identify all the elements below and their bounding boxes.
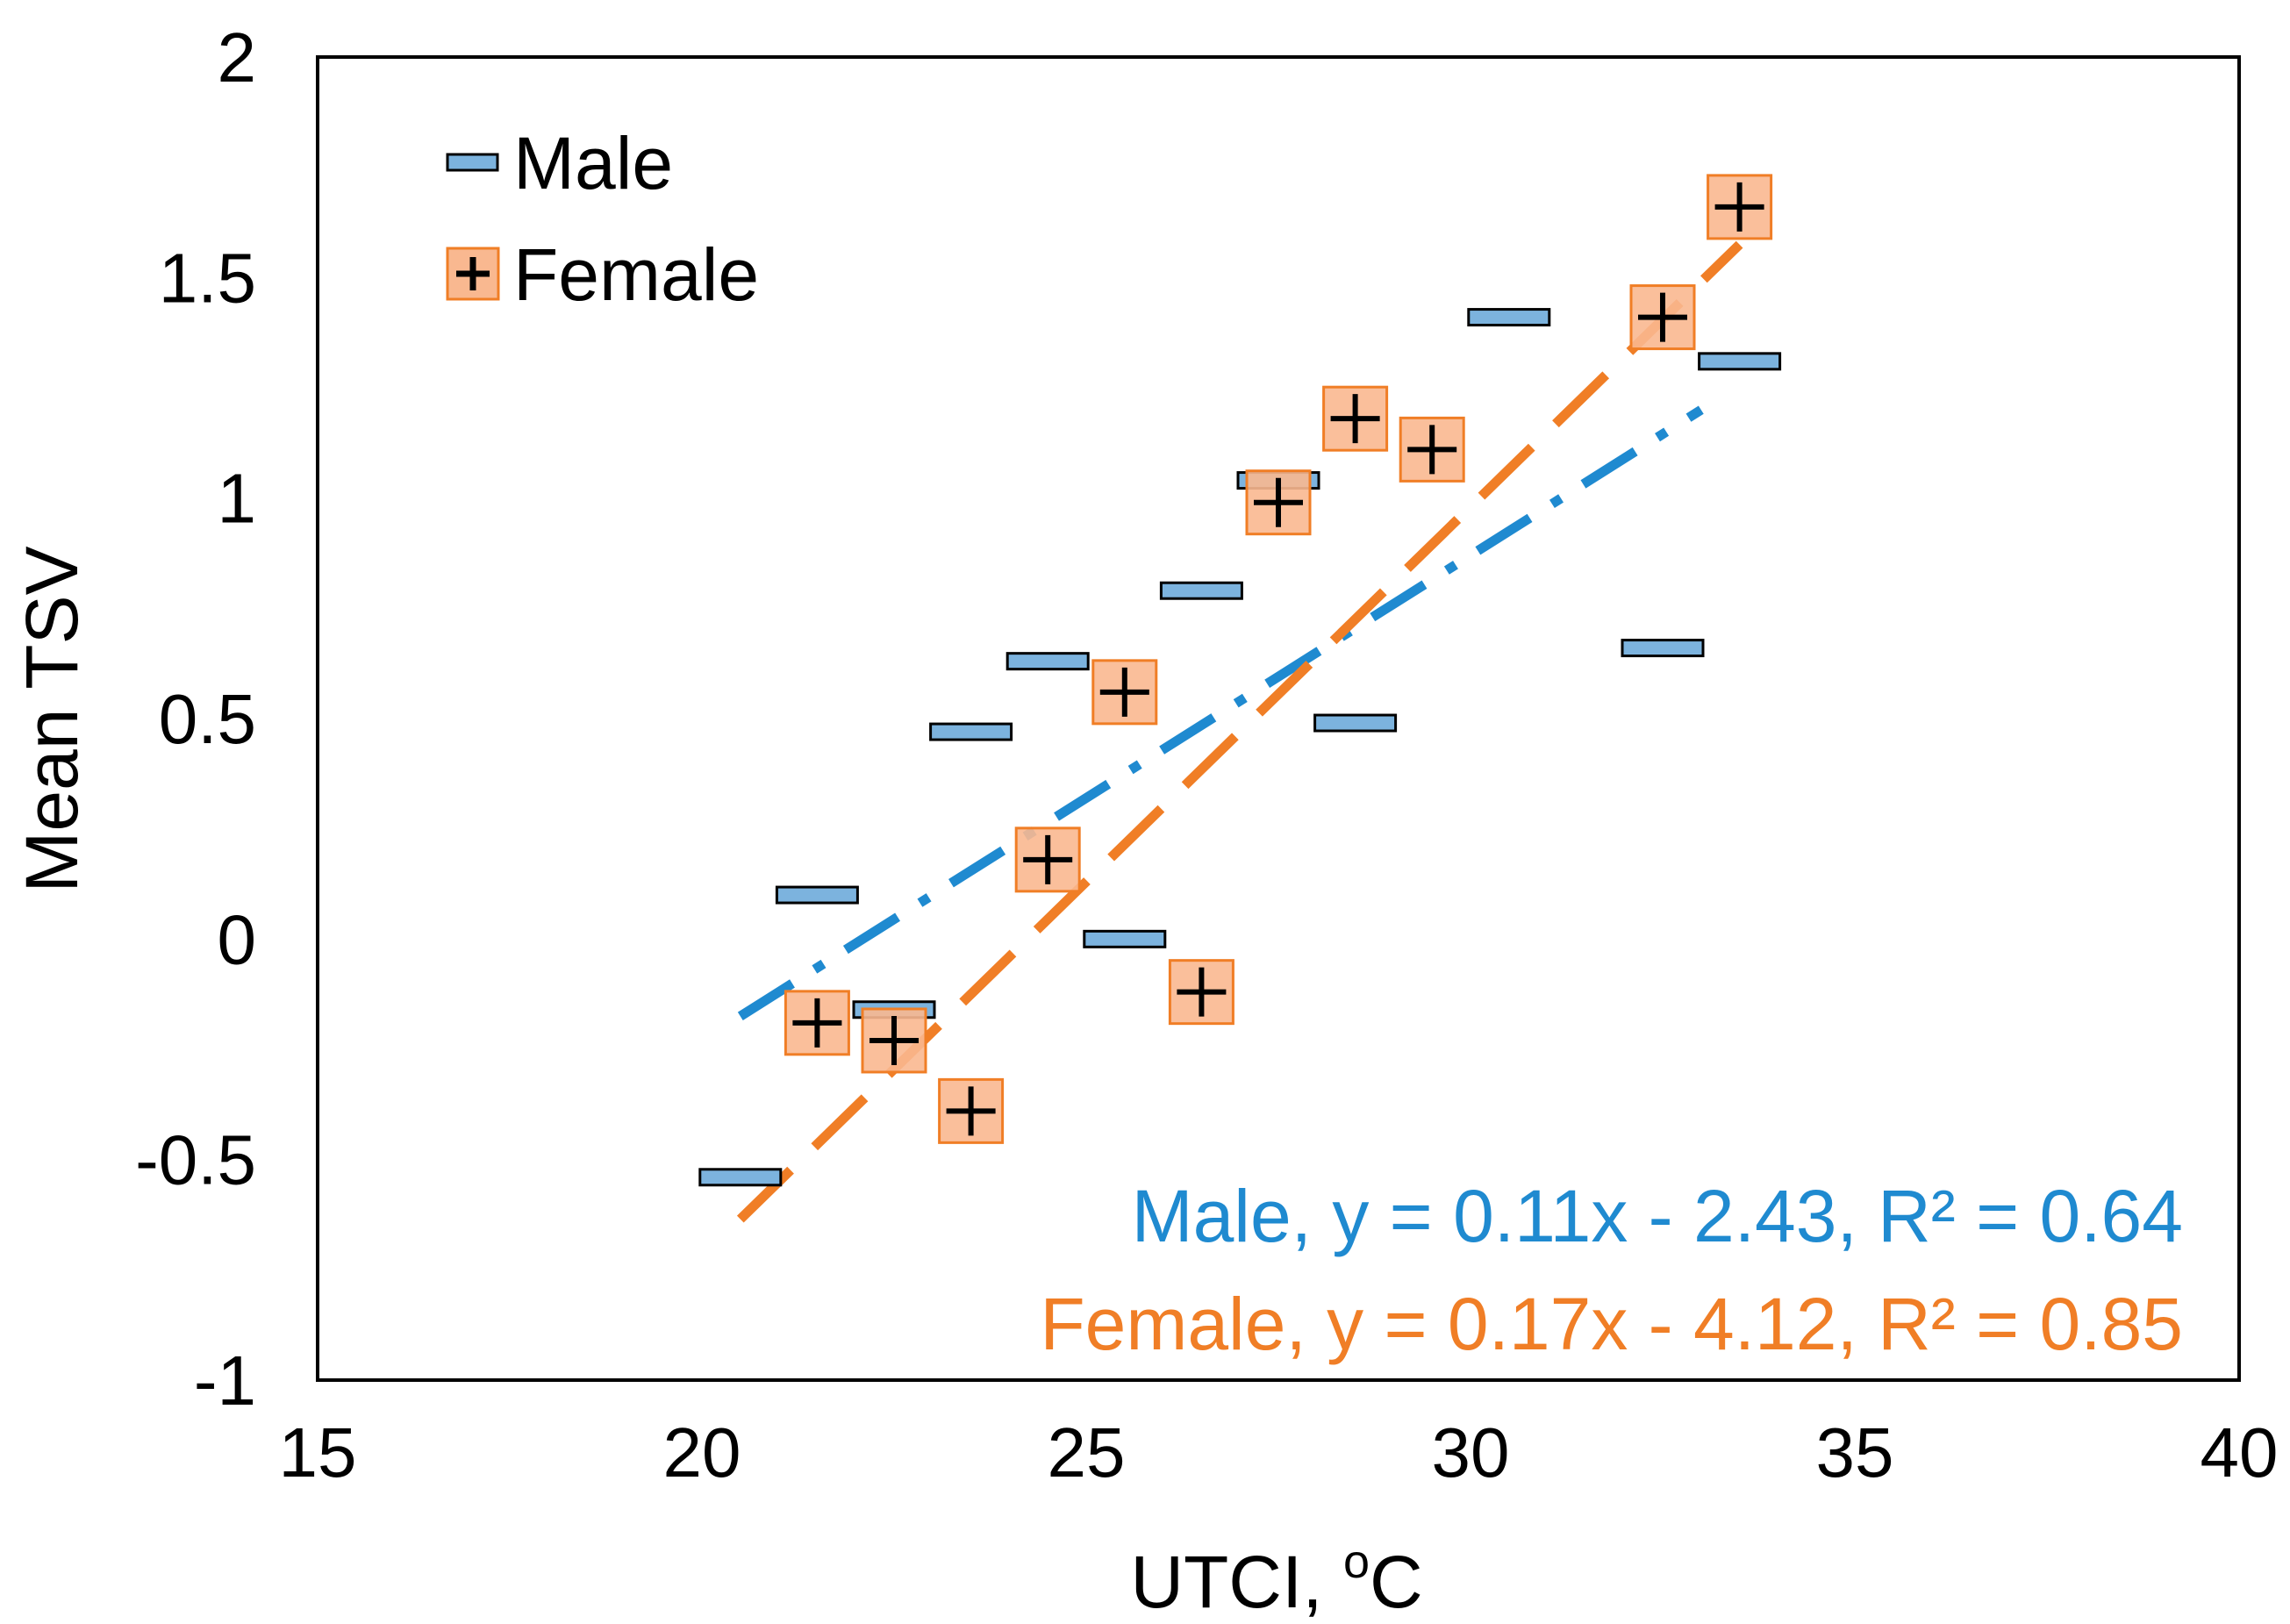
female-data-point (861, 1007, 927, 1074)
female-data-point (784, 990, 850, 1056)
y-tick-label: -0.5 (135, 1121, 256, 1199)
female-data-point (1014, 826, 1081, 893)
x-axis-title-unit: C (1370, 1541, 1423, 1623)
x-tick-label: 30 (1432, 1413, 1510, 1492)
y-tick-label: 1.5 (159, 239, 256, 317)
male-data-point (1005, 652, 1090, 671)
female-equation: Female, y = 0.17x - 4.12, R² = 0.85 (1040, 1283, 2183, 1365)
y-tick-label: 0 (218, 900, 257, 978)
female-data-point (1399, 416, 1465, 483)
legend-female-marker (446, 247, 500, 301)
female-data-point (938, 1077, 1005, 1144)
male-data-point (1698, 352, 1782, 371)
y-tick-label: 1 (218, 460, 257, 538)
female-data-point (1629, 284, 1696, 351)
legend-female-label: Female (513, 233, 759, 316)
y-axis-title: Mean TSV (11, 546, 93, 892)
y-tick-label: 0.5 (159, 680, 256, 758)
x-axis-ticks: 15 20 25 30 35 40 (279, 1413, 2279, 1492)
x-tick-label: 35 (1816, 1413, 1894, 1492)
female-data-point (1245, 469, 1312, 536)
female-data-point (1091, 659, 1158, 726)
female-data-point (1168, 959, 1234, 1026)
male-equation: Male, y = 0.11x - 2.43, R² = 0.64 (1132, 1175, 2183, 1257)
x-axis-title-superscript: o (1343, 1535, 1370, 1588)
legend-male-label: Male (513, 122, 673, 204)
female-data-point (1707, 174, 1773, 240)
male-data-point (1159, 581, 1243, 600)
male-data-point (1467, 308, 1551, 327)
male-data-point (1083, 929, 1167, 948)
x-axis-title: UTCI, oC (1130, 1535, 1422, 1623)
male-data-point (698, 1168, 783, 1187)
y-tick-label: -1 (194, 1341, 256, 1420)
x-tick-label: 40 (2201, 1413, 2279, 1492)
y-axis-ticks: 2 1.5 1 0.5 0 -0.5 -1 (135, 18, 256, 1420)
male-data-point (1621, 639, 1705, 658)
legend-male-marker (446, 153, 499, 172)
male-data-point (929, 722, 1013, 741)
female-data-point (1322, 385, 1389, 452)
plot-area-frame (316, 55, 2241, 1382)
male-data-point (775, 885, 859, 905)
female-series (784, 174, 1773, 1144)
legend: Male Female (446, 122, 759, 316)
y-tick-label: 2 (218, 18, 257, 97)
x-tick-label: 15 (279, 1413, 357, 1492)
x-axis-title-main: UTCI, (1130, 1541, 1343, 1623)
male-data-point (1313, 713, 1398, 733)
x-tick-label: 20 (663, 1413, 741, 1492)
x-tick-label: 25 (1048, 1413, 1126, 1492)
